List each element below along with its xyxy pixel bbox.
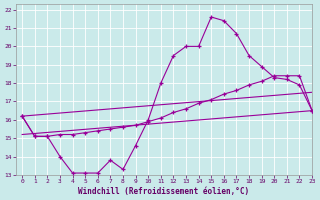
X-axis label: Windchill (Refroidissement éolien,°C): Windchill (Refroidissement éolien,°C) (78, 187, 250, 196)
